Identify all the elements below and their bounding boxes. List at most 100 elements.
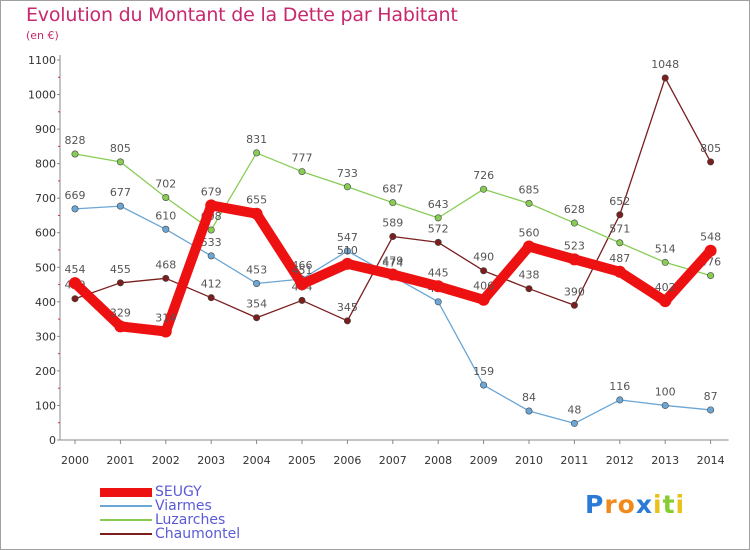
data-point bbox=[434, 214, 442, 222]
data-label: 677 bbox=[110, 186, 131, 199]
y-tick-label: 900 bbox=[35, 123, 56, 136]
x-tick-label: 2002 bbox=[152, 454, 180, 467]
data-point bbox=[525, 199, 533, 207]
x-tick-label: 2009 bbox=[470, 454, 498, 467]
data-label: 560 bbox=[519, 227, 540, 240]
data-label: 572 bbox=[428, 222, 449, 235]
data-label: 831 bbox=[246, 133, 267, 146]
data-label: 547 bbox=[337, 231, 358, 244]
data-point bbox=[298, 296, 306, 304]
logo-letter: P bbox=[585, 490, 605, 519]
data-point bbox=[341, 257, 354, 270]
legend-item-viarmes: Viarmes bbox=[100, 498, 320, 514]
data-point bbox=[71, 295, 79, 303]
legend-swatch bbox=[100, 533, 152, 535]
legend-item-seugy: SEUGY bbox=[100, 484, 320, 500]
y-tick-label: 1100 bbox=[28, 54, 56, 67]
data-point bbox=[207, 294, 215, 302]
data-label: 490 bbox=[473, 251, 494, 264]
data-label: 314 bbox=[155, 312, 176, 325]
data-label: 390 bbox=[564, 285, 585, 298]
data-label: 474 bbox=[382, 256, 403, 269]
data-label: 84 bbox=[522, 391, 536, 404]
data-label: 733 bbox=[337, 167, 358, 180]
data-label: 777 bbox=[292, 152, 313, 165]
x-tick-label: 2001 bbox=[106, 454, 134, 467]
data-label: 687 bbox=[382, 183, 403, 196]
data-point bbox=[661, 401, 669, 409]
data-label: 571 bbox=[609, 223, 630, 236]
data-label: 523 bbox=[564, 239, 585, 252]
y-tick-label: 700 bbox=[35, 192, 56, 205]
legend-label: Luzarches bbox=[155, 512, 226, 528]
y-tick-label: 800 bbox=[35, 158, 56, 171]
series-seugy: 454 329 314 679 655 451 510 479 445 406 560 523 487 4… bbox=[65, 185, 721, 338]
x-tick-label: 2007 bbox=[379, 454, 407, 467]
logo-letter: x bbox=[635, 490, 653, 519]
data-label: 412 bbox=[201, 278, 222, 291]
data-label: 805 bbox=[700, 142, 721, 155]
data-point bbox=[434, 298, 442, 306]
data-label: 48 bbox=[567, 403, 581, 416]
data-point bbox=[298, 168, 306, 176]
x-tick-label: 2003 bbox=[197, 454, 225, 467]
y-tick-label: 400 bbox=[35, 296, 56, 309]
data-point bbox=[480, 267, 488, 275]
data-point bbox=[661, 74, 669, 82]
legend-label: Chaumontel bbox=[155, 526, 241, 542]
data-point bbox=[253, 280, 261, 288]
x-tick-label: 2012 bbox=[606, 454, 634, 467]
data-label: 487 bbox=[609, 252, 630, 265]
logo-letter: r bbox=[604, 490, 618, 519]
data-label: 329 bbox=[110, 306, 131, 319]
data-point bbox=[525, 285, 533, 293]
data-point bbox=[432, 280, 445, 293]
data-label: 116 bbox=[609, 380, 630, 393]
data-point bbox=[162, 225, 170, 233]
data-label: 685 bbox=[519, 183, 540, 196]
data-point bbox=[389, 233, 397, 241]
logo-letter: i bbox=[653, 490, 663, 519]
data-label: 468 bbox=[155, 258, 176, 271]
data-label: 1048 bbox=[651, 58, 679, 71]
data-point bbox=[116, 158, 124, 166]
logo-letter: t bbox=[662, 490, 676, 519]
y-tick-label: 500 bbox=[35, 261, 56, 274]
x-tick-label: 2010 bbox=[515, 454, 543, 467]
data-point bbox=[71, 205, 79, 213]
data-point bbox=[207, 252, 215, 260]
data-point bbox=[480, 185, 488, 193]
data-label: 805 bbox=[110, 142, 131, 155]
data-label: 702 bbox=[155, 177, 176, 190]
data-point bbox=[480, 381, 488, 389]
data-label: 548 bbox=[700, 231, 721, 244]
data-point bbox=[523, 240, 535, 253]
data-point bbox=[704, 244, 717, 257]
data-point bbox=[159, 325, 172, 338]
data-point bbox=[343, 247, 351, 255]
data-label: 438 bbox=[519, 269, 540, 282]
data-label: 679 bbox=[201, 185, 222, 198]
x-tick-label: 2008 bbox=[424, 454, 452, 467]
legend-label: Viarmes bbox=[155, 498, 212, 514]
y-tick-label: 1000 bbox=[28, 89, 56, 102]
data-point bbox=[570, 301, 578, 309]
data-point bbox=[707, 406, 715, 414]
data-point bbox=[162, 274, 170, 282]
data-point bbox=[207, 226, 215, 234]
data-point bbox=[616, 239, 624, 247]
data-label: 510 bbox=[337, 244, 358, 257]
data-point bbox=[343, 183, 351, 191]
proxiti-logo: Proxiti bbox=[585, 490, 685, 519]
x-tick-label: 2005 bbox=[288, 454, 316, 467]
x-tick-label: 2014 bbox=[697, 454, 725, 467]
data-label: 159 bbox=[473, 365, 494, 378]
data-label: 445 bbox=[428, 266, 449, 279]
data-point bbox=[434, 238, 442, 246]
x-tick-label: 2000 bbox=[61, 454, 89, 467]
data-label: 87 bbox=[704, 390, 718, 403]
x-tick-label: 2011 bbox=[560, 454, 588, 467]
data-label: 454 bbox=[65, 263, 86, 276]
data-label: 402 bbox=[655, 281, 676, 294]
